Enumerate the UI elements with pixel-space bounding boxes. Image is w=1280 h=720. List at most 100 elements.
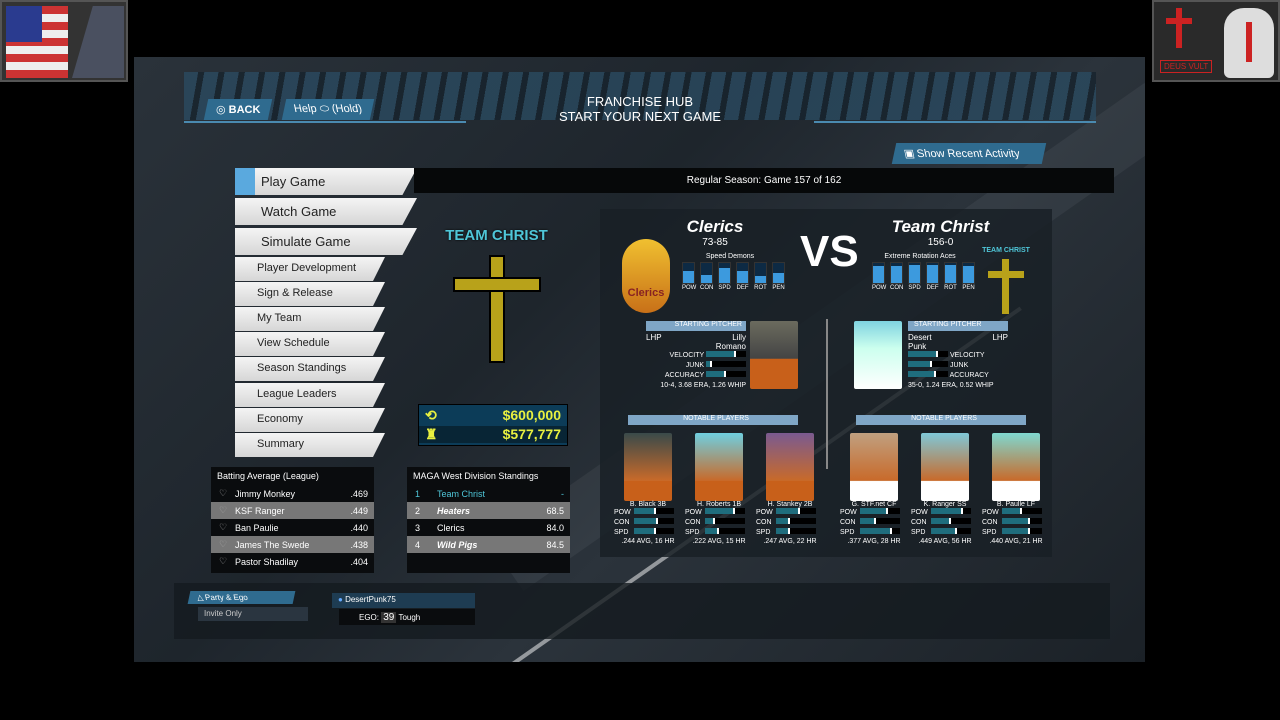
player-stat-row: SPD: [911, 528, 979, 538]
player-stat-row: POW: [685, 508, 753, 518]
pitcher-first: Lilly: [732, 333, 746, 342]
leader-row[interactable]: ♡ Ban Paulie .440: [211, 519, 374, 536]
standings-row[interactable]: 2 Heaters 68.5: [407, 502, 570, 519]
ego-label: EGO:: [359, 613, 380, 622]
rating-column: [926, 262, 939, 284]
menu-watch-game[interactable]: Watch Game: [235, 198, 417, 225]
rating-label: PEN: [772, 285, 785, 291]
home-pitcher-portrait: [854, 321, 902, 389]
rating-bar: ROT: [944, 262, 957, 291]
party-ego-button[interactable]: △ Party & Ego: [187, 591, 296, 604]
recent-label: Show Recent Activity: [916, 148, 1022, 160]
con-fill: [634, 518, 658, 524]
stat-label: POW: [685, 509, 702, 516]
pitcher-hand: LHP: [646, 333, 662, 342]
batting-leaders-panel: Batting Average (League) ♡ Jimmy Monkey .4…: [211, 467, 374, 573]
rating-column: [736, 262, 749, 284]
stat-label: SPD: [911, 529, 926, 536]
spd-fill: [1002, 528, 1030, 534]
standings-row[interactable]: 1 Team Christ -: [407, 485, 570, 502]
notable-player-card[interactable]: B. Paulle LF POW CON SPD .440 AVG, 21 HR: [982, 433, 1050, 545]
menu-sign-release[interactable]: Sign & Release: [235, 282, 385, 306]
menu-summary[interactable]: Summary: [235, 433, 385, 457]
player-name: G. STF.net: [851, 501, 886, 508]
player-season-line: .377 AVG, 28 HR: [847, 538, 901, 545]
standings-title: MAGA West Division Standings: [413, 471, 539, 481]
leader-value: .404: [350, 556, 368, 567]
back-button[interactable]: ◎ BACK: [203, 99, 273, 120]
standings-row[interactable]: 3 Clerics 84.0: [407, 519, 570, 536]
spd-bar: [1002, 528, 1042, 534]
player-name-row: G. STF.net CF: [840, 501, 908, 508]
menu-play-game[interactable]: Play Game: [235, 168, 417, 195]
accuracy-bar: [706, 371, 746, 377]
leader-row[interactable]: ♡ KSF Ranger .449: [211, 502, 374, 519]
username: DesertPunk75: [345, 595, 396, 604]
franchise-hub-screen: ◎ BACK Help ⬭ (Hold) FRANCHISE HUB START …: [134, 57, 1145, 662]
standings-row[interactable]: 4 Wild Pigs 84.5: [407, 536, 570, 553]
stat-label: POW: [756, 509, 773, 516]
con-bar: [860, 518, 900, 524]
pow-bar: [931, 508, 971, 514]
party-member[interactable]: ● DesertPunk75: [332, 593, 475, 608]
rating-label: ROT: [944, 285, 957, 291]
sp-header: STARTING PITCHER: [908, 321, 1008, 331]
home-starting-pitcher: STARTING PITCHER Desert Punk LHP VELOCITY …: [908, 321, 1008, 391]
player-stat-row: CON: [911, 518, 979, 528]
standing-rank: 3: [415, 522, 421, 533]
player-position: SS: [957, 501, 967, 508]
rating-bar: PEN: [772, 262, 785, 291]
con-fill: [1002, 518, 1030, 524]
con-fill: [705, 518, 715, 524]
help-button[interactable]: Help ⬭ (Hold): [281, 99, 375, 120]
leader-row[interactable]: ♡ Jimmy Monkey .469: [211, 485, 374, 502]
stat-label: POW: [840, 509, 857, 516]
season-progress: Regular Season: Game 157 of 162: [414, 168, 1114, 193]
junk-bar: [706, 361, 746, 367]
player-stat-row: CON: [685, 518, 753, 528]
menu-player-development[interactable]: Player Development: [235, 257, 385, 281]
pow-fill: [931, 508, 963, 514]
menu-view-schedule[interactable]: View Schedule: [235, 332, 385, 356]
stat-label: POW: [911, 509, 928, 516]
menu-simulate-game[interactable]: Simulate Game: [235, 228, 417, 255]
leader-name: James The Swede: [235, 539, 310, 550]
menu-my-team[interactable]: My Team: [235, 307, 385, 331]
rating-bar: CON: [700, 262, 713, 291]
show-recent-activity-button[interactable]: ▣ Show Recent Activity: [891, 143, 1047, 164]
division-standings-panel: MAGA West Division Standings 1 Team Chris…: [407, 467, 570, 573]
pow-bar: [776, 508, 816, 514]
stat-label: POW: [982, 509, 999, 516]
leader-row[interactable]: ♡ James The Swede .438: [211, 536, 374, 553]
menu-league-leaders[interactable]: League Leaders: [235, 383, 385, 407]
accuracy-bar: [908, 371, 948, 377]
deus-vult-patch: DEUS VULT: [1152, 0, 1280, 82]
standing-team: Wild Pigs: [437, 539, 478, 550]
player-season-line: .449 AVG, 56 HR: [918, 538, 972, 545]
square-button-icon: ▣: [902, 148, 916, 160]
rating-fill: [891, 266, 902, 283]
rating-column: [872, 262, 885, 284]
leader-row[interactable]: ♡ Pastor Shadilay .404: [211, 553, 374, 570]
notable-player-card[interactable]: B. Black 3B POW CON SPD .244 AVG, 16 HR: [614, 433, 682, 545]
accuracy-label: ACCURACY: [664, 372, 705, 379]
rating-label: CON: [890, 285, 904, 291]
velocity-label: VELOCITY: [669, 352, 705, 359]
menu-season-standings[interactable]: Season Standings: [235, 357, 385, 381]
party-privacy[interactable]: Invite Only: [198, 607, 308, 621]
small-logo-text: TEAM CHRIST: [982, 247, 1030, 254]
pow-bar: [705, 508, 745, 514]
leaders-title: Batting Average (League): [217, 471, 319, 481]
payroll-icon: ♜: [425, 426, 438, 442]
rating-fill: [927, 265, 938, 283]
menu-economy[interactable]: Economy: [235, 408, 385, 432]
away-pitcher-portrait: [750, 321, 798, 389]
spd-fill: [705, 528, 719, 534]
sp-header: STARTING PITCHER: [646, 321, 746, 331]
notable-player-card[interactable]: H. Roberts 1B POW CON SPD .222 AVG, 15 HR: [685, 433, 753, 545]
notable-player-card[interactable]: K. Ranger SS POW CON SPD .449 AVG, 56 HR: [911, 433, 979, 545]
notable-player-card[interactable]: G. STF.net CF POW CON SPD .377 AVG, 28 HR: [840, 433, 908, 545]
notable-player-card[interactable]: H. Stankey 2B POW CON SPD .247 AVG, 22 HR: [756, 433, 824, 545]
stat-label: CON: [685, 519, 701, 526]
junk-bar: [908, 361, 948, 367]
